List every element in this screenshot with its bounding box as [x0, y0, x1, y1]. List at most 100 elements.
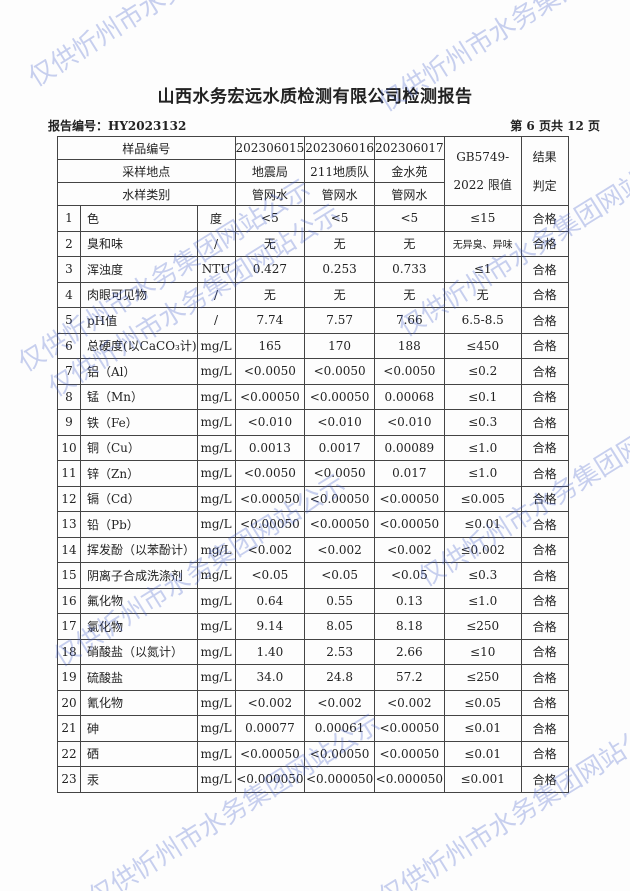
row-number: 14	[57, 536, 81, 563]
value: <0.002	[304, 689, 375, 716]
item-name: 氯化物	[80, 613, 198, 640]
result: 合格	[520, 205, 569, 232]
value: 0.00089	[373, 434, 445, 461]
limit: ≤0.3	[443, 562, 522, 589]
value: <0.0050	[234, 358, 306, 385]
unit: /	[196, 307, 236, 334]
value: <0.002	[373, 536, 445, 563]
table-row: 21 砷 mg/L 0.00077 0.00061 <0.00050 ≤0.01 合格	[57, 715, 569, 742]
result: 合格	[520, 332, 569, 359]
value: <0.000050	[373, 766, 445, 793]
row-number: 15	[57, 562, 81, 589]
value: <5	[234, 205, 306, 232]
value: 0.0013	[234, 434, 306, 461]
limit: ≤450	[443, 332, 522, 359]
table-row: 20 氰化物 mg/L <0.002 <0.002 <0.002 ≤0.05 合格	[57, 689, 569, 716]
header-row-type: 水样类别 管网水 管网水 管网水	[57, 182, 569, 206]
row-number: 9	[57, 409, 81, 436]
value: 无	[304, 281, 375, 308]
table-row: 15 阴离子合成洗涤剂 mg/L <0.05 <0.05 <0.05 ≤0.3 合格	[57, 562, 569, 589]
value: 7.74	[234, 307, 306, 334]
value: <0.0050	[234, 460, 306, 487]
limit: ≤15	[443, 205, 522, 232]
item-name: 铁（Fe）	[80, 409, 198, 436]
limit: ≤10	[443, 638, 522, 665]
table-row: 6 总硬度(以CaCO₃计) mg/L 165 170 188 ≤450 合格	[57, 332, 569, 359]
header-row-site: 采样地点 地震局 211地质队 金水苑	[57, 159, 569, 183]
row-number: 7	[57, 358, 81, 385]
water-type: 管网水	[373, 182, 445, 206]
item-name: 锰（Mn）	[80, 383, 198, 410]
sample-no: 202306015	[234, 136, 306, 160]
table-row: 16 氟化物 mg/L 0.64 0.55 0.13 ≤1.0 合格	[57, 587, 569, 614]
item-name: 铅（Pb）	[80, 511, 198, 538]
value: <0.0050	[304, 358, 375, 385]
value: 7.57	[304, 307, 375, 334]
site: 金水苑	[373, 159, 445, 183]
row-number: 17	[57, 613, 81, 640]
unit: mg/L	[196, 460, 236, 487]
report-number: 报告编号：HY2023132	[48, 119, 187, 133]
item-name: 肉眼可见物	[80, 281, 198, 308]
value: <0.00050	[373, 740, 445, 767]
table-row: 12 镉（Cd） mg/L <0.00050 <0.00050 <0.00050 ≤0.00…	[57, 485, 569, 512]
unit: 度	[196, 205, 236, 232]
value: 无	[234, 281, 306, 308]
row-number: 13	[57, 511, 81, 538]
value: 0.427	[234, 256, 306, 283]
row-number: 12	[57, 485, 81, 512]
row-number: 8	[57, 383, 81, 410]
item-name: 浑浊度	[80, 256, 198, 283]
sample-no: 202306016	[304, 136, 375, 160]
table-row: 7 铝（Al） mg/L <0.0050 <0.0050 <0.0050 ≤0.2 合格	[57, 358, 569, 385]
limit: ≤0.01	[443, 740, 522, 767]
value: 0.00068	[373, 383, 445, 410]
value: 0.00061	[304, 715, 375, 742]
result: 合格	[520, 383, 569, 410]
result: 合格	[520, 638, 569, 665]
result: 合格	[520, 485, 569, 512]
value: <0.00050	[304, 485, 375, 512]
limit: ≤0.05	[443, 689, 522, 716]
row-number: 6	[57, 332, 81, 359]
item-name: 总硬度(以CaCO₃计)	[80, 332, 198, 359]
water-type: 管网水	[234, 182, 306, 206]
value: 无	[373, 230, 445, 257]
limit: ≤0.001	[443, 766, 522, 793]
watermark-text: 仅供忻州市水务集团网站公示	[20, 0, 326, 94]
value: <0.002	[234, 536, 306, 563]
water-type: 管网水	[304, 182, 375, 206]
results-table: 样品编号 202306015 202306016 202306017 GB574…	[57, 136, 569, 793]
result: 合格	[520, 740, 569, 767]
value: <0.00050	[373, 485, 445, 512]
row-number: 19	[57, 664, 81, 691]
row-number: 10	[57, 434, 81, 461]
result: 合格	[520, 460, 569, 487]
table-row: 4 肉眼可见物 / 无无无无合格	[57, 281, 569, 308]
result-header-line2: 判定	[532, 179, 557, 193]
table-row: 17 氯化物 mg/L 9.14 8.05 8.18 ≤250 合格	[57, 613, 569, 640]
sample-no: 202306017	[373, 136, 445, 160]
value: <0.00050	[304, 511, 375, 538]
item-name: 色	[80, 205, 198, 232]
value: 2.53	[304, 638, 375, 665]
unit: mg/L	[196, 766, 236, 793]
value: 165	[234, 332, 306, 359]
item-name: 阴离子合成洗涤剂	[80, 562, 198, 589]
sample-no-label: 样品编号	[57, 136, 236, 160]
table-row: 3 浑浊度 NTU 0.427 0.253 0.733 ≤1 合格	[57, 256, 569, 283]
item-name: pH值	[80, 307, 198, 334]
limit: ≤0.3	[443, 409, 522, 436]
item-name: 锌（Zn）	[80, 460, 198, 487]
limit: ≤250	[443, 613, 522, 640]
row-number: 18	[57, 638, 81, 665]
row-number: 21	[57, 715, 81, 742]
value: 2.66	[373, 638, 445, 665]
unit: mg/L	[196, 664, 236, 691]
unit: mg/L	[196, 740, 236, 767]
table-row: 2 臭和味 / 无无无无异臭、异味 合格	[57, 230, 569, 257]
value: 0.0017	[304, 434, 375, 461]
value: 188	[373, 332, 445, 359]
table-row: 1 色度 <5 <5 <5 ≤15 合格	[57, 205, 569, 232]
row-number: 3	[57, 256, 81, 283]
